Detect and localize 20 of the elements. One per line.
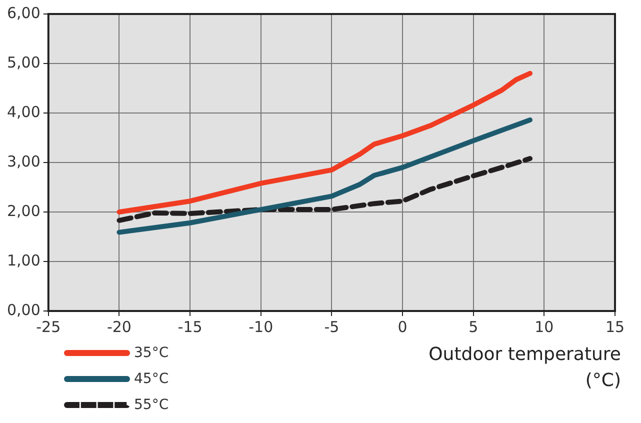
x-tick-label: 5 [468, 318, 478, 336]
y-tick-label: 1,00 [6, 251, 40, 270]
y-tick-label: 5,00 [6, 53, 40, 72]
y-tick-label: 3,00 [6, 152, 40, 170]
x-tick-label: -20 [106, 318, 132, 336]
y-tick-label: 6,00 [6, 4, 40, 22]
x-tick-label: 10 [534, 318, 554, 336]
legend-label: 55°C [134, 397, 169, 413]
legend-label: 45°C [134, 371, 169, 387]
x-tick-label: 15 [605, 318, 625, 336]
y-tick-label: 0,00 [6, 300, 40, 319]
legend-label: 35°C [134, 345, 169, 361]
x-tick-label: -10 [248, 318, 274, 336]
y-tick-label: 2,00 [6, 202, 40, 220]
x-axis-title: Outdoor temperature (°C) [428, 343, 621, 393]
y-tick-label: 4,00 [6, 102, 40, 121]
x-tick-label: -15 [178, 318, 202, 336]
x-tick-label: -25 [36, 318, 61, 336]
x-tick-label: 0 [398, 318, 408, 336]
x-tick-label: -5 [324, 318, 340, 336]
